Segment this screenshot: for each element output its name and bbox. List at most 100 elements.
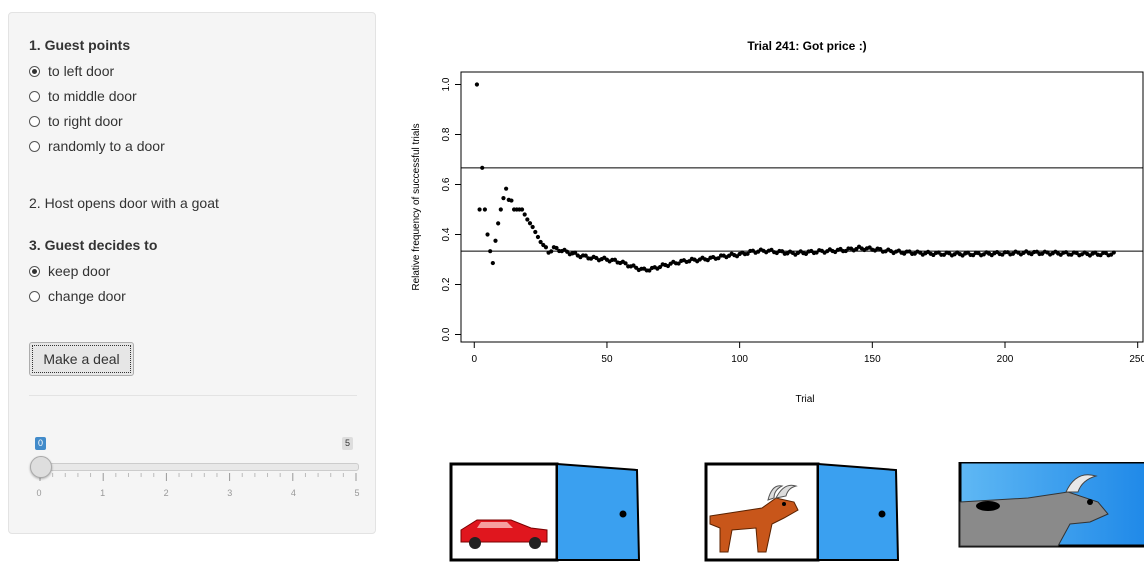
- x-tick-label: 150: [864, 354, 881, 365]
- step1-title: 1. Guest points: [29, 37, 131, 53]
- control-panel: 1. Guest points to left door to middle d…: [8, 12, 376, 534]
- data-point: [549, 249, 554, 254]
- door-1-car: [449, 462, 641, 562]
- radio-button[interactable]: [29, 265, 40, 277]
- success-frequency-chart: Trial 241: Got price :) 0.0 0.2 0.4 0.6 0.8 1…: [411, 39, 1144, 405]
- radio-button[interactable]: [29, 140, 40, 152]
- y-tick-label: 0.6: [441, 177, 452, 191]
- car-icon: [460, 519, 548, 549]
- radio-button[interactable]: [29, 65, 40, 77]
- step2-text: 2. Host opens door with a goat: [29, 195, 219, 211]
- data-point: [565, 249, 570, 254]
- x-tick-label: 0: [471, 354, 477, 365]
- data-point: [519, 207, 525, 212]
- data-point: [474, 82, 480, 87]
- data-point: [779, 249, 785, 254]
- radio-label: to middle door: [48, 88, 137, 104]
- slider-handle[interactable]: [30, 456, 52, 478]
- data-points: [474, 82, 1116, 273]
- data-point: [525, 217, 530, 222]
- radio-label: to left door: [48, 63, 115, 79]
- radio-label: randomly to a door: [48, 138, 165, 154]
- slider-tick-label: 3: [227, 488, 233, 498]
- data-point: [538, 239, 543, 245]
- data-point: [745, 251, 750, 256]
- door-2-goat: [704, 462, 900, 562]
- data-point: [501, 196, 506, 201]
- slider-tick-label: 4: [290, 488, 296, 498]
- radio-button[interactable]: [29, 90, 40, 102]
- slider-grid-labels: 0 1 2 3 4 5: [36, 488, 360, 500]
- x-tick-label: 250: [1129, 354, 1144, 365]
- x-tick-label: 100: [731, 354, 748, 365]
- slider-max-badge: 5: [342, 437, 354, 450]
- data-point: [488, 249, 493, 254]
- x-axis-label: Trial: [795, 394, 814, 405]
- radio-left-door[interactable]: to left door: [29, 63, 114, 79]
- slider-tick-label: 0: [36, 488, 42, 498]
- slider-tick-label: 2: [163, 488, 169, 498]
- radio-label: change door: [48, 288, 126, 304]
- radio-button[interactable]: [29, 290, 40, 302]
- radio-change-door[interactable]: change door: [29, 288, 126, 304]
- chart-title: Trial 241: Got price :): [747, 39, 866, 53]
- slider-track[interactable]: [39, 463, 359, 471]
- data-point: [676, 261, 681, 266]
- radio-right-door[interactable]: to right door: [29, 113, 123, 129]
- data-point: [573, 250, 578, 255]
- radio-keep-door[interactable]: keep door: [29, 263, 110, 279]
- y-tick-label: 0.0: [441, 327, 452, 341]
- x-tick-label: 50: [601, 354, 613, 365]
- data-point: [623, 261, 628, 266]
- open-door-icon: [556, 462, 641, 561]
- y-axis-label: Relative frequency of successful trials: [411, 123, 422, 290]
- reference-lines: [461, 167, 1143, 252]
- goat-icon: [709, 484, 799, 553]
- slider-tick-label: 1: [100, 488, 106, 498]
- data-point: [522, 212, 527, 217]
- data-point: [535, 234, 541, 240]
- goat-icon: [959, 474, 1109, 547]
- data-point: [647, 268, 652, 273]
- data-point: [485, 232, 490, 237]
- data-point: [496, 221, 501, 226]
- data-point: [583, 253, 588, 258]
- y-tick-label: 1.0: [441, 77, 452, 91]
- data-point: [493, 238, 498, 243]
- data-point: [543, 245, 549, 250]
- slider-grid-ticks: [39, 473, 357, 481]
- data-point: [527, 221, 533, 226]
- radio-random-door[interactable]: randomly to a door: [29, 138, 165, 154]
- y-axis: 0.0 0.2 0.4 0.6 0.8 1.0: [441, 77, 461, 341]
- radio-label: to right door: [48, 113, 123, 129]
- data-point: [490, 260, 495, 266]
- data-point: [554, 245, 559, 251]
- data-point: [480, 165, 485, 170]
- radio-middle-door[interactable]: to middle door: [29, 88, 137, 104]
- divider: [29, 395, 357, 396]
- data-point: [477, 207, 482, 212]
- x-tick-label: 200: [997, 354, 1014, 365]
- y-tick-label: 0.4: [441, 227, 452, 241]
- y-tick-label: 0.8: [441, 127, 452, 141]
- data-point: [530, 224, 535, 230]
- data-point: [533, 229, 538, 235]
- data-point: [509, 198, 514, 203]
- radio-button[interactable]: [29, 115, 40, 127]
- door-3-goat: [958, 462, 1144, 548]
- data-point: [498, 207, 503, 212]
- slider-tick-label: 5: [354, 488, 360, 498]
- radio-label: keep door: [48, 263, 111, 279]
- make-deal-button[interactable]: Make a deal: [29, 342, 134, 376]
- slider-value-badge: 0: [35, 437, 47, 450]
- data-point: [482, 207, 487, 212]
- plot-frame: [460, 71, 1144, 343]
- data-point: [504, 186, 509, 191]
- step3-title: 3. Guest decides to: [29, 237, 158, 253]
- y-tick-label: 0.2: [441, 277, 452, 291]
- x-axis: 0 50 100 150 200 250: [471, 342, 1144, 365]
- data-point: [657, 264, 663, 270]
- data-point: [716, 256, 721, 261]
- data-point: [843, 248, 848, 254]
- data-point: [612, 257, 618, 262]
